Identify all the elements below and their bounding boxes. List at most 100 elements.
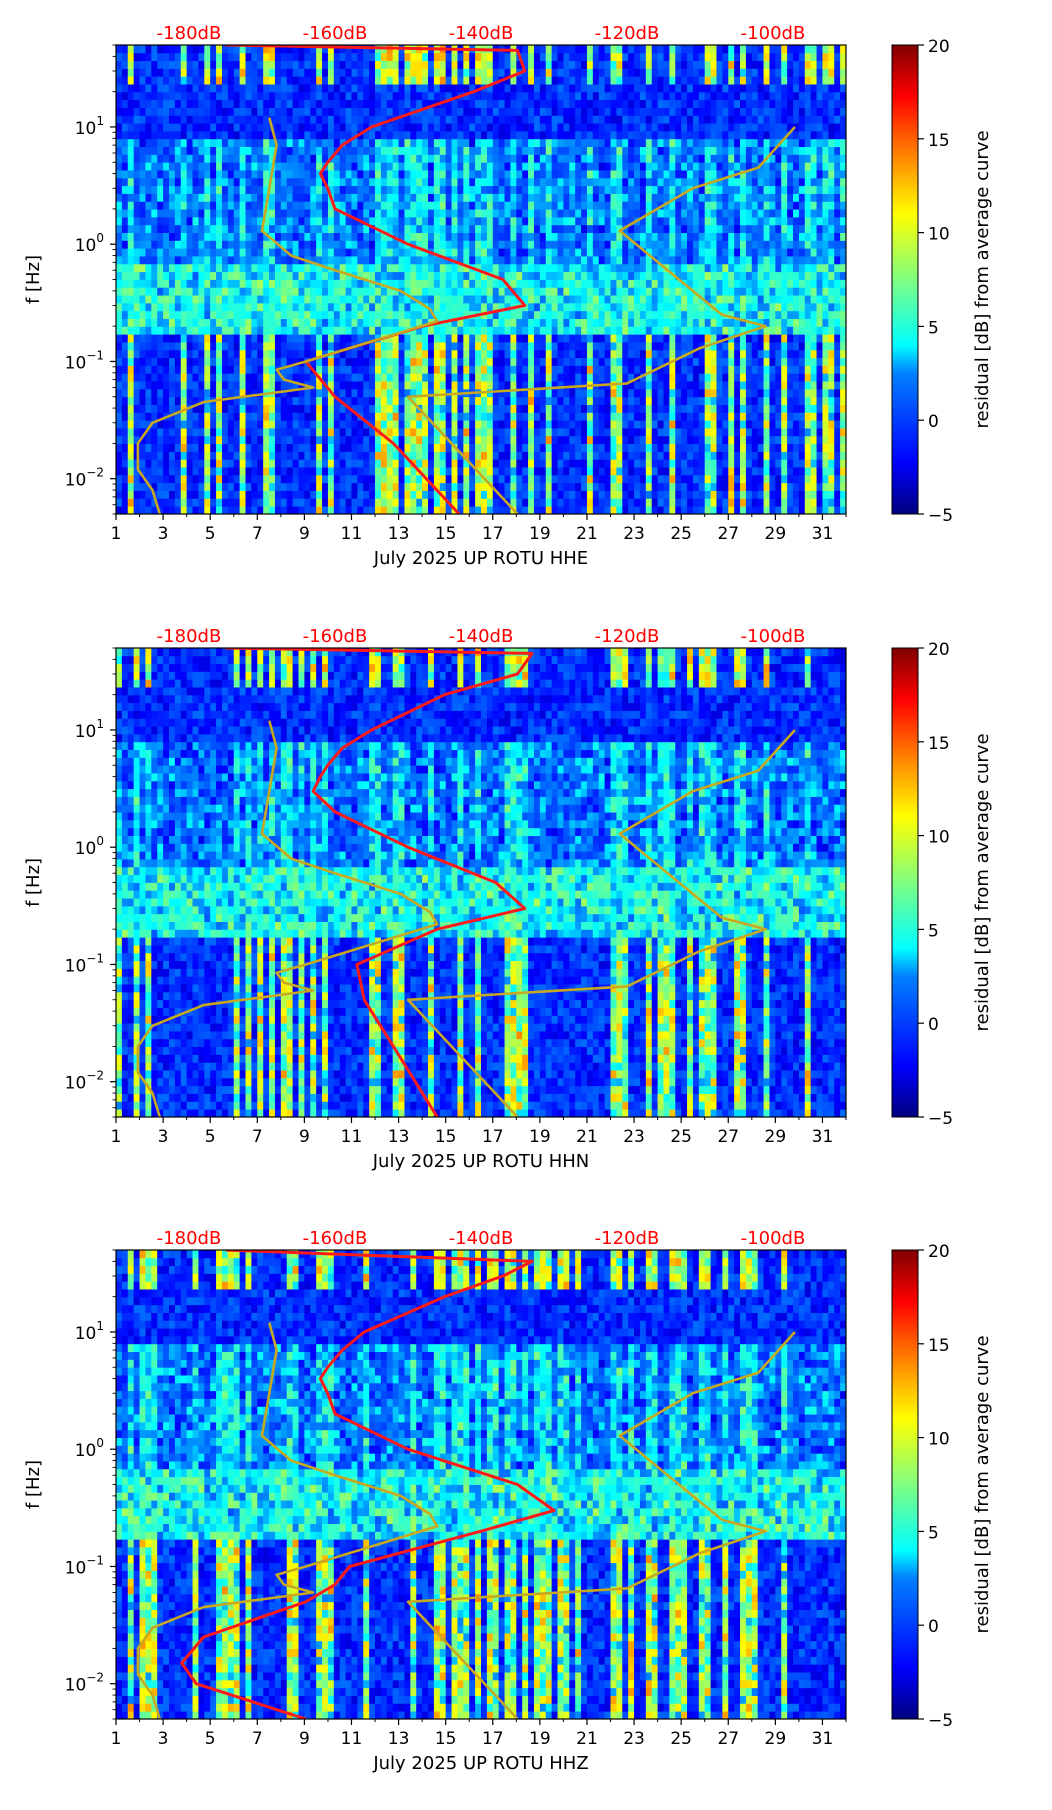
heatmap-cell — [251, 91, 258, 101]
heatmap-cell — [151, 435, 158, 445]
heatmap-cell — [557, 396, 564, 405]
heatmap-cell — [298, 365, 305, 374]
heatmap-cell — [357, 474, 364, 484]
heatmap-cell — [410, 373, 417, 382]
heatmap-cell — [274, 318, 282, 327]
heatmap-cell — [286, 412, 294, 421]
heatmap-cell — [598, 45, 606, 54]
heatmap-cell — [380, 76, 388, 85]
heatmap-cell — [528, 482, 535, 491]
heatmap-cell — [557, 482, 564, 491]
heatmap-cell — [481, 248, 488, 257]
heatmap-cell — [157, 248, 164, 257]
heatmap-cell — [545, 459, 553, 468]
heatmap-cell — [174, 248, 182, 257]
heatmap-cell — [192, 68, 199, 77]
heatmap-cell — [575, 428, 582, 437]
heatmap-cell — [310, 349, 317, 359]
heatmap-cell — [575, 412, 582, 421]
heatmap-cell — [363, 201, 370, 210]
heatmap-cell — [292, 209, 299, 218]
heatmap-cell — [369, 420, 376, 429]
heatmap-cell — [286, 326, 294, 335]
heatmap-cell — [386, 373, 394, 382]
heatmap-cell — [522, 287, 529, 296]
heatmap-cell — [404, 498, 411, 507]
heatmap-cell — [545, 295, 553, 304]
heatmap-cell — [316, 45, 323, 54]
heatmap-cell — [227, 474, 235, 484]
heatmap-cell — [475, 60, 482, 69]
heatmap-cell — [357, 506, 364, 514]
heatmap-cell — [533, 451, 541, 460]
heatmap-cell — [528, 420, 535, 429]
heatmap-cell — [492, 365, 500, 374]
heatmap-cell — [598, 357, 606, 366]
heatmap-cell — [422, 443, 429, 452]
heatmap-cell — [298, 443, 305, 452]
heatmap-cell — [163, 60, 170, 69]
heatmap-cell — [375, 459, 382, 468]
heatmap-cell — [357, 201, 364, 210]
heatmap-cell — [310, 224, 317, 233]
heatmap-cell — [557, 357, 564, 366]
heatmap-cell — [504, 248, 511, 257]
heatmap-cell — [139, 388, 146, 398]
heatmap-cell — [557, 99, 564, 108]
heatmap-cell — [416, 146, 423, 155]
heatmap-cell — [210, 185, 217, 194]
heatmap-cell — [333, 279, 341, 288]
heatmap-cell — [145, 256, 152, 265]
heatmap-cell — [451, 162, 458, 171]
heatmap-cell — [221, 170, 229, 179]
heatmap-cell — [445, 68, 452, 77]
heatmap-cell — [292, 271, 299, 280]
heatmap-cell — [280, 474, 288, 484]
heatmap-cell — [286, 138, 294, 148]
heatmap-cell — [469, 193, 476, 202]
heatmap-cell — [345, 295, 352, 304]
heatmap-cell — [239, 256, 246, 265]
heatmap-cell — [168, 435, 176, 445]
heatmap-cell — [375, 91, 382, 101]
heatmap-cell — [304, 177, 311, 187]
heatmap-cell — [504, 404, 511, 413]
heatmap-cell — [457, 365, 464, 374]
heatmap-cell — [116, 373, 123, 382]
heatmap-cell — [522, 91, 529, 101]
heatmap-cell — [210, 443, 217, 452]
heatmap-cell — [439, 263, 447, 273]
heatmap-cell — [492, 76, 500, 85]
heatmap-cell — [198, 279, 205, 288]
heatmap-cell — [233, 342, 241, 351]
heatmap-cell — [163, 162, 170, 171]
heatmap-cell — [451, 420, 458, 429]
heatmap-cell — [581, 357, 588, 366]
heatmap-cell — [539, 318, 547, 327]
heatmap-cell — [245, 420, 252, 429]
heatmap-cell — [422, 357, 429, 366]
heatmap-cell — [545, 68, 553, 77]
heatmap-cell — [251, 68, 258, 77]
heatmap-cell — [363, 68, 370, 77]
heatmap-cell — [545, 428, 553, 437]
heatmap-cell — [451, 412, 458, 421]
heatmap-cell — [557, 388, 564, 398]
heatmap-cell — [410, 467, 417, 476]
heatmap-cell — [357, 99, 364, 108]
heatmap-cell — [528, 342, 535, 351]
heatmap-cell — [339, 271, 346, 280]
heatmap-cell — [451, 435, 458, 445]
heatmap-cell — [557, 435, 564, 445]
heatmap-cell — [469, 60, 476, 69]
heatmap-cell — [127, 154, 135, 163]
heatmap-cell — [168, 201, 176, 210]
heatmap-cell — [416, 279, 423, 288]
heatmap-cell — [157, 177, 164, 187]
heatmap-cell — [227, 482, 235, 491]
heatmap-cell — [439, 115, 447, 124]
heatmap-cell — [339, 506, 346, 514]
heatmap-cell — [563, 287, 570, 296]
heatmap-cell — [445, 373, 452, 382]
heatmap-cell — [221, 177, 229, 187]
